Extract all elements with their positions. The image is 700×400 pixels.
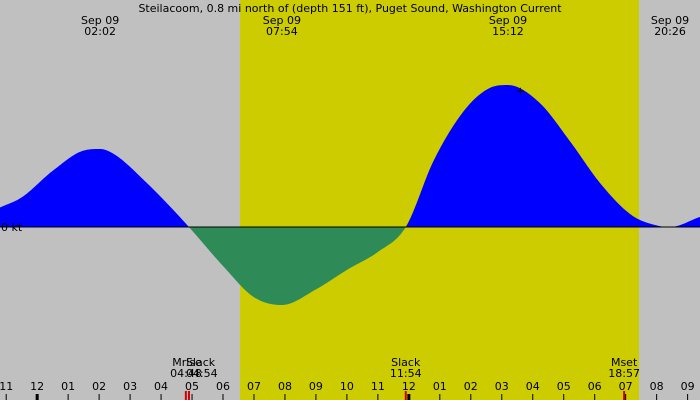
top-event-time: 15:12 — [492, 25, 524, 38]
top-event-time: 02:02 — [84, 25, 116, 38]
x-tick-label: 12 — [402, 380, 416, 393]
x-tick-label: 12 — [30, 380, 44, 393]
x-tick-label: 03 — [495, 380, 509, 393]
top-event-time: 20:26 — [654, 25, 686, 38]
x-tick-label: 10 — [340, 380, 354, 393]
x-tick-label: 05 — [557, 380, 571, 393]
bottom-event-time: 04:54 — [186, 367, 218, 380]
x-tick-label: 05 — [185, 380, 199, 393]
x-tick-label: 06 — [216, 380, 230, 393]
bottom-event-label: Slack — [186, 356, 216, 369]
x-tick-label: 11 — [371, 380, 385, 393]
x-tick-label: 09 — [681, 380, 695, 393]
bottom-event-label: Slack — [391, 356, 421, 369]
x-tick-label: 11 — [0, 380, 13, 393]
bottom-event-label: Mset — [611, 356, 638, 369]
x-tick-label: 03 — [123, 380, 137, 393]
x-tick-label: 08 — [278, 380, 292, 393]
bottom-event-time: 04:48 — [170, 367, 202, 380]
top-event-date: Sep 09 — [81, 14, 119, 27]
zero-label: 0 kt — [1, 221, 23, 234]
max-flood-marker: + — [516, 84, 525, 97]
x-tick-label: 01 — [61, 380, 75, 393]
x-tick-label: 01 — [433, 380, 447, 393]
chart-title: Steilacoom, 0.8 mi north of (depth 151 f… — [138, 2, 562, 15]
x-tick-label: 09 — [309, 380, 323, 393]
x-axis-ticks: 11 12 01 02 03 04 05 06 07 08 09 10 11 12 01 02 03 04 05 06… — [0, 380, 695, 400]
x-tick-label: 04 — [526, 380, 540, 393]
x-tick-label: 06 — [588, 380, 602, 393]
bottom-event-time: 18:57 — [608, 367, 640, 380]
top-event-date: Sep 09 — [489, 14, 527, 27]
flood-current-area — [0, 85, 700, 227]
top-event-date: Sep 09 — [263, 14, 301, 27]
top-event-time: 07:54 — [266, 25, 298, 38]
ebb-current-area — [0, 227, 700, 305]
x-tick-label: 07 — [247, 380, 261, 393]
x-tick-label: 02 — [92, 380, 106, 393]
top-event-date: Sep 09 — [651, 14, 689, 27]
bottom-event-time: 11:54 — [390, 367, 422, 380]
x-tick-label: 07 — [619, 380, 633, 393]
x-tick-label: 04 — [154, 380, 168, 393]
x-tick-label: 08 — [650, 380, 664, 393]
bottom-event-label: Mrise — [172, 356, 202, 369]
x-tick-label: 02 — [464, 380, 478, 393]
